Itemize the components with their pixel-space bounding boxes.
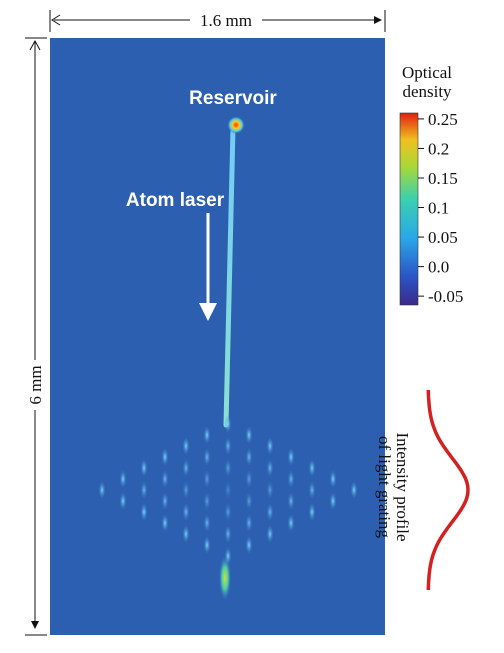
lattice-spot <box>140 481 148 499</box>
lattice-spot <box>119 492 127 510</box>
lattice-spot <box>245 514 253 532</box>
lattice-spot <box>203 492 211 510</box>
lattice-spot <box>140 503 148 521</box>
lattice-spot <box>224 525 232 543</box>
colorbar-tick-label: 0.1 <box>428 199 449 218</box>
lattice-spot <box>224 547 232 565</box>
colorbar-title: Optical <box>402 63 452 82</box>
lattice-spot <box>161 492 169 510</box>
profile-label: Intensity profile <box>393 432 412 541</box>
colorbar-title: density <box>402 82 452 101</box>
lattice-spot <box>245 426 253 444</box>
reservoir-spot <box>227 116 245 134</box>
lattice-spot <box>245 448 253 466</box>
lattice-spot <box>203 514 211 532</box>
atom-laser-label: Atom laser <box>126 190 225 211</box>
lattice-spot <box>182 525 190 543</box>
lattice-spot <box>224 415 232 433</box>
lattice-spot <box>182 481 190 499</box>
lattice-spot <box>182 459 190 477</box>
lattice-spot <box>245 470 253 488</box>
lattice-spot <box>329 492 337 510</box>
width-label: 1.6 mm <box>200 11 252 30</box>
lattice-spot <box>140 459 148 477</box>
lattice-spot <box>224 503 232 521</box>
lattice-spot <box>245 536 253 554</box>
colorbar-tick-label: 0.0 <box>428 258 449 277</box>
lattice-spot <box>350 481 358 499</box>
lattice-spot <box>224 437 232 455</box>
lattice-spot <box>98 481 106 499</box>
lattice-spot <box>287 514 295 532</box>
lattice-spot <box>287 448 295 466</box>
colorbar-tick-label: 0.15 <box>428 169 458 188</box>
lattice-spot <box>329 470 337 488</box>
lattice-spot <box>161 470 169 488</box>
intensity-profile <box>426 389 470 591</box>
lattice-spot <box>119 470 127 488</box>
lattice-spot <box>287 470 295 488</box>
lattice-spot <box>203 470 211 488</box>
lattice-spot <box>266 481 274 499</box>
lattice-spot <box>203 426 211 444</box>
profile-label: of light grating <box>375 436 394 538</box>
arrow-head <box>51 14 61 26</box>
lattice-spot <box>182 503 190 521</box>
colorbar-tick-label: 0.2 <box>428 139 449 158</box>
lattice-spot <box>224 481 232 499</box>
lattice-spot <box>182 437 190 455</box>
lattice-spot <box>308 503 316 521</box>
colorbar <box>399 112 419 306</box>
lattice-spot <box>161 514 169 532</box>
lattice-spot <box>287 492 295 510</box>
height-label: 6 mm <box>26 365 45 404</box>
image-background <box>50 38 385 635</box>
lattice-spot <box>266 525 274 543</box>
colorbar-tick-label: 0.25 <box>428 110 458 129</box>
atom-laser-beam <box>223 125 236 428</box>
lattice-spot <box>161 448 169 466</box>
lattice-spot <box>224 459 232 477</box>
lattice-spot <box>203 448 211 466</box>
lattice-spot <box>266 437 274 455</box>
arrow-head <box>29 39 41 51</box>
lattice-spot <box>308 481 316 499</box>
colorbar-tick-label: 0.05 <box>428 228 458 247</box>
reservoir-label: Reservoir <box>189 88 277 109</box>
lattice-spot <box>266 503 274 521</box>
lattice-spot <box>308 459 316 477</box>
colorbar-ticks: 0.25 0.2 0.15 0.1 0.05 0.0 -0.05 <box>418 110 463 306</box>
colorbar-tick-label: -0.05 <box>428 287 463 306</box>
lattice-spot <box>245 492 253 510</box>
absorption-image <box>50 38 385 635</box>
lattice-spot <box>203 536 211 554</box>
lattice-spot <box>266 459 274 477</box>
bright-spot <box>219 556 231 600</box>
